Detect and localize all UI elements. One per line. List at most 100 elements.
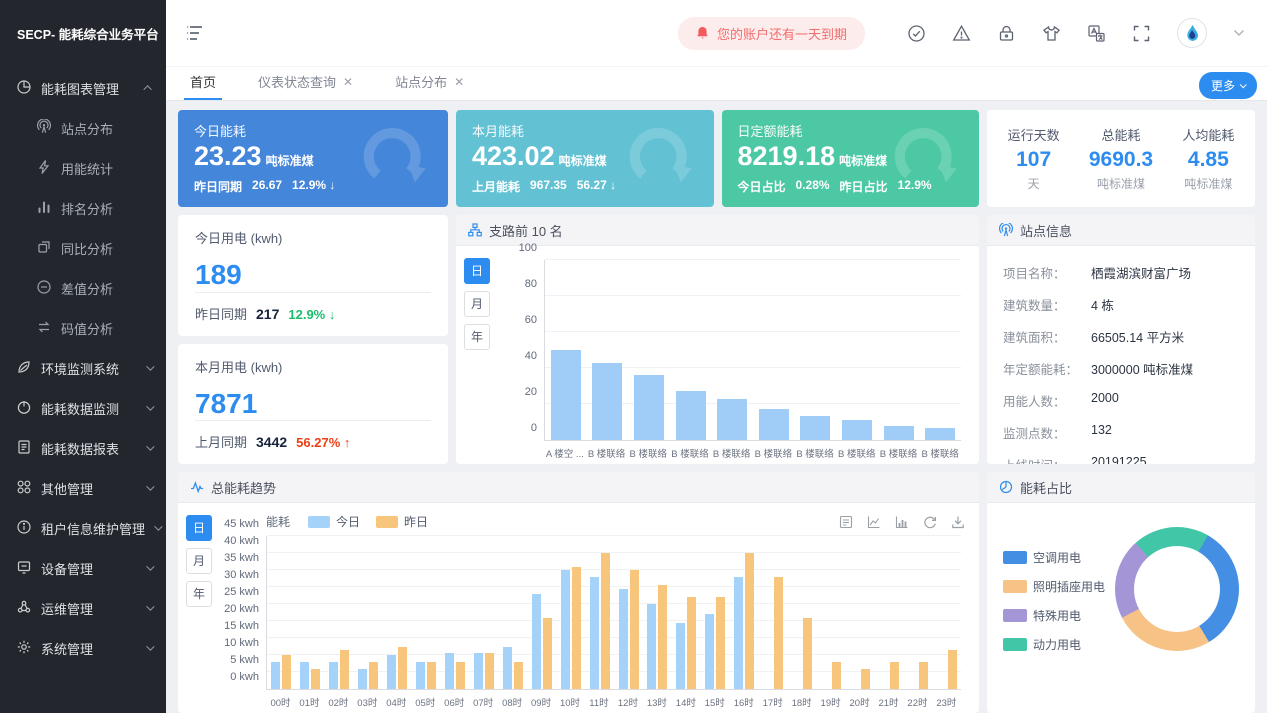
bar[interactable] xyxy=(734,576,744,689)
bar[interactable] xyxy=(427,661,437,689)
bar[interactable] xyxy=(550,350,581,440)
bar[interactable] xyxy=(398,646,408,689)
sidebar-item-5[interactable]: 租户信息维护管理 xyxy=(0,508,166,548)
bar[interactable] xyxy=(571,566,581,689)
palette-icon[interactable] xyxy=(907,24,926,43)
bar[interactable] xyxy=(947,649,957,689)
tab-仪表状态查询[interactable]: 仪表状态查询 ✕ xyxy=(252,64,359,100)
bar[interactable] xyxy=(889,661,899,689)
rank-toggle-月[interactable]: 月 xyxy=(464,291,490,317)
bar[interactable] xyxy=(803,617,813,689)
sidebar-item-0[interactable]: 能耗图表管理 xyxy=(0,68,166,108)
today-energy-card[interactable]: 今日能耗 23.23 吨标准煤 昨日同期 26.67 12.9% ↓ xyxy=(178,110,448,207)
trend-toggle-日[interactable]: 日 xyxy=(186,515,212,541)
bar[interactable] xyxy=(705,614,715,689)
sidebar-subitem-差值分析[interactable]: 差值分析 xyxy=(0,268,166,308)
bar[interactable] xyxy=(387,655,397,689)
bar[interactable] xyxy=(841,420,872,440)
sidebar-item-8[interactable]: 系统管理 xyxy=(0,628,166,668)
fullscreen-icon[interactable] xyxy=(1132,24,1151,43)
pie-legend-item-空调用电[interactable]: 空调用电 xyxy=(1003,549,1105,566)
trend-toggle-年[interactable]: 年 xyxy=(186,581,212,607)
pie-legend-item-动力用电[interactable]: 动力用电 xyxy=(1003,636,1105,653)
bar[interactable] xyxy=(831,661,841,689)
sidebar-item-4[interactable]: 其他管理 xyxy=(0,468,166,508)
bar[interactable] xyxy=(416,661,426,689)
bar[interactable] xyxy=(311,668,321,689)
tab-站点分布[interactable]: 站点分布 ✕ xyxy=(389,64,470,100)
bar[interactable] xyxy=(502,646,512,689)
pie-legend-item-特殊用电[interactable]: 特殊用电 xyxy=(1003,607,1105,624)
sidebar-subitem-码值分析[interactable]: 码值分析 xyxy=(0,308,166,348)
bar[interactable] xyxy=(340,649,350,689)
bar[interactable] xyxy=(717,398,748,440)
sidebar-subitem-用能统计[interactable]: 用能统计 xyxy=(0,148,166,188)
bar[interactable] xyxy=(774,576,784,689)
close-tab-icon[interactable]: ✕ xyxy=(454,74,465,89)
bar[interactable] xyxy=(444,653,454,689)
sidebar-item-3[interactable]: 能耗数据报表 xyxy=(0,428,166,468)
translate-icon[interactable] xyxy=(1087,24,1106,43)
bar[interactable] xyxy=(589,576,599,689)
bar[interactable] xyxy=(300,661,310,689)
legend-item-今日[interactable]: 今日 xyxy=(308,513,360,530)
bar[interactable] xyxy=(676,622,686,689)
bar[interactable] xyxy=(531,593,541,689)
bar[interactable] xyxy=(716,597,726,689)
trend-toggle-月[interactable]: 月 xyxy=(186,548,212,574)
daily-quota-card[interactable]: 日定额能耗 8219.18 吨标准煤 今日占比 0.28% 昨日占比 12.9% xyxy=(721,110,979,207)
bar[interactable] xyxy=(618,588,628,689)
pie-legend-item-照明插座用电[interactable]: 照明插座用电 xyxy=(1003,578,1105,595)
bar[interactable] xyxy=(883,425,914,440)
tab-首页[interactable]: 首页 xyxy=(184,64,223,100)
rank-toggle-年[interactable]: 年 xyxy=(464,324,490,350)
legend-item-昨日[interactable]: 昨日 xyxy=(376,513,428,530)
bar[interactable] xyxy=(860,668,870,689)
line-chart-icon[interactable] xyxy=(867,515,881,529)
user-menu-chevron-icon[interactable] xyxy=(1233,29,1245,37)
bar-chart-icon[interactable] xyxy=(895,515,909,529)
sidebar-item-6[interactable]: 设备管理 xyxy=(0,548,166,588)
account-expiry-notice[interactable]: 您的账户还有一天到期 xyxy=(677,16,865,50)
bar[interactable] xyxy=(745,553,755,689)
bar[interactable] xyxy=(473,653,483,689)
bar[interactable] xyxy=(675,391,706,440)
bar[interactable] xyxy=(484,653,494,689)
bar[interactable] xyxy=(592,362,623,440)
bar[interactable] xyxy=(455,661,465,689)
bar[interactable] xyxy=(513,661,523,689)
close-tab-icon[interactable]: ✕ xyxy=(343,74,354,89)
bar[interactable] xyxy=(633,375,664,440)
bar[interactable] xyxy=(271,661,281,689)
bar[interactable] xyxy=(600,553,610,689)
avatar[interactable] xyxy=(1177,18,1207,48)
warning-icon[interactable] xyxy=(952,24,971,43)
bar[interactable] xyxy=(329,661,339,689)
bar[interactable] xyxy=(918,661,928,689)
refresh-icon[interactable] xyxy=(923,515,937,529)
bar[interactable] xyxy=(282,655,292,689)
sidebar-subitem-同比分析[interactable]: 同比分析 xyxy=(0,228,166,268)
bar[interactable] xyxy=(647,604,657,689)
sidebar-item-1[interactable]: 环境监测系统 xyxy=(0,348,166,388)
bar[interactable] xyxy=(542,617,552,689)
bar[interactable] xyxy=(800,415,831,440)
bar[interactable] xyxy=(658,585,668,689)
download-icon[interactable] xyxy=(951,515,965,529)
rank-toggle-日[interactable]: 日 xyxy=(464,258,490,284)
theme-icon[interactable] xyxy=(1042,24,1061,43)
lock-icon[interactable] xyxy=(997,24,1016,43)
more-tabs-button[interactable]: 更多 xyxy=(1198,72,1257,99)
month-energy-card[interactable]: 本月能耗 423.02 吨标准煤 上月能耗 967.35 56.27 ↓ xyxy=(456,110,714,207)
sidebar-item-7[interactable]: 运维管理 xyxy=(0,588,166,628)
data-view-icon[interactable] xyxy=(839,515,853,529)
sidebar-subitem-站点分布[interactable]: 站点分布 xyxy=(0,108,166,148)
collapse-menu-icon[interactable] xyxy=(186,24,206,42)
bar[interactable] xyxy=(358,668,368,689)
bar[interactable] xyxy=(758,409,789,440)
bar[interactable] xyxy=(369,661,379,689)
bar[interactable] xyxy=(687,597,697,689)
bar[interactable] xyxy=(925,428,956,440)
sidebar-item-2[interactable]: 能耗数据监测 xyxy=(0,388,166,428)
bar[interactable] xyxy=(560,570,570,689)
